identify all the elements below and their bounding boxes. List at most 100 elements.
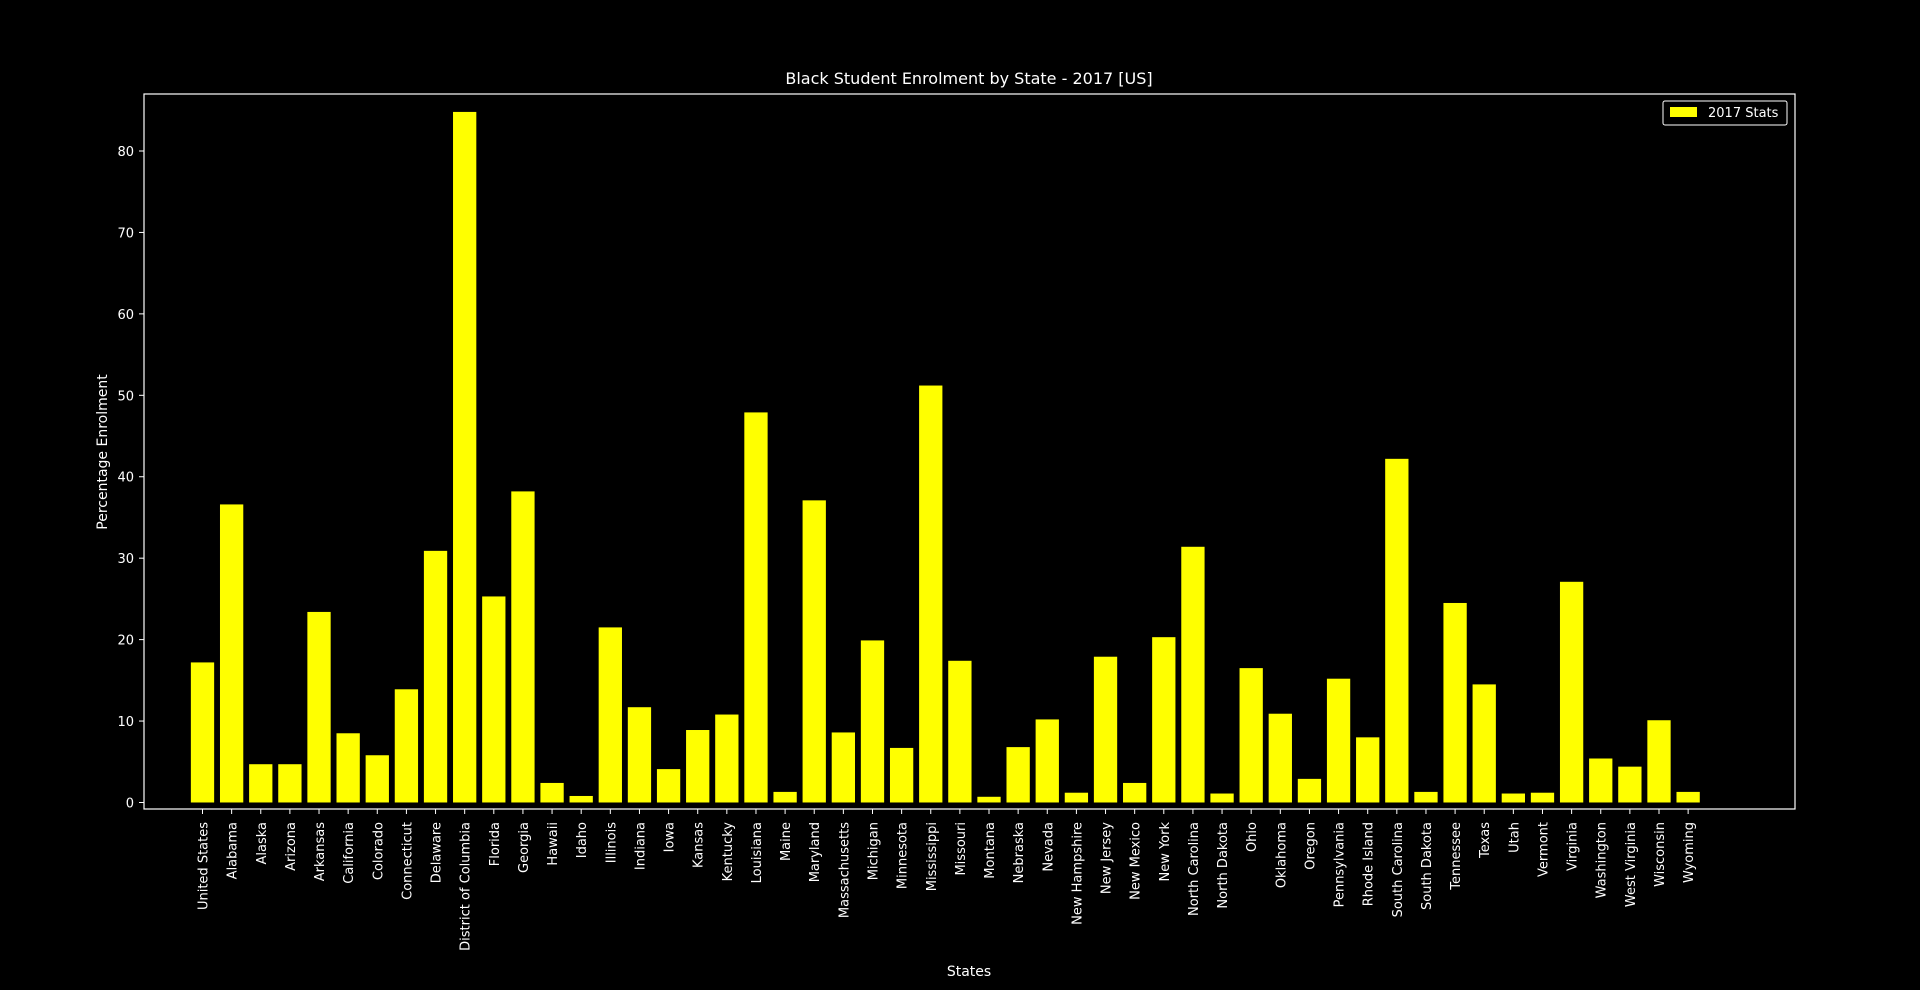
legend-label: 2017 Stats	[1708, 106, 1779, 121]
bar-oregon[interactable]	[1297, 778, 1322, 803]
bar-connecticut[interactable]	[394, 689, 419, 803]
bar-nevada[interactable]	[1035, 719, 1059, 803]
bar-oklahoma[interactable]	[1268, 713, 1292, 803]
bar-washington[interactable]	[1589, 758, 1613, 803]
bar-north-carolina[interactable]	[1181, 546, 1205, 803]
bar-wisconsin[interactable]	[1647, 720, 1671, 803]
x-tick-label: Arkansas	[313, 822, 328, 881]
x-tick-label: Montana	[983, 822, 998, 879]
bar-minnesota[interactable]	[889, 747, 914, 803]
x-tick-label: Washington	[1595, 822, 1610, 898]
bar-new-mexico[interactable]	[1123, 782, 1147, 803]
bar-arkansas[interactable]	[307, 611, 331, 803]
bar-arizona[interactable]	[278, 764, 302, 803]
bar-georgia[interactable]	[511, 491, 535, 803]
x-tick-label: Idaho	[575, 822, 590, 858]
x-tick-label: District of Columbia	[459, 822, 474, 951]
bar-missouri[interactable]	[948, 660, 972, 803]
bar-rhode-island[interactable]	[1356, 737, 1380, 803]
bar-massachusetts[interactable]	[831, 732, 856, 803]
bars-layer	[190, 111, 1700, 803]
x-tick-label: Maryland	[808, 822, 823, 882]
bar-alaska[interactable]	[249, 764, 273, 803]
x-tick-label: South Dakota	[1420, 822, 1435, 910]
bar-new-hampshire[interactable]	[1064, 792, 1089, 803]
bar-hawaii[interactable]	[540, 782, 564, 803]
x-axis: United States Alabama Alaska Arizona Arkansa…	[197, 809, 1697, 951]
bar-louisiana[interactable]	[744, 412, 768, 803]
y-tick-label: 40	[117, 471, 134, 486]
bar-district-of-columbia[interactable]	[453, 111, 477, 803]
bar-tennessee[interactable]	[1443, 602, 1467, 803]
bar-vermont[interactable]	[1530, 792, 1555, 803]
x-tick-label: Kansas	[692, 822, 707, 868]
bar-montana[interactable]	[977, 796, 1001, 803]
x-tick-label: Oklahoma	[1274, 822, 1289, 888]
x-tick-label: New Jersey	[1100, 822, 1115, 894]
x-tick-label: Indiana	[633, 822, 648, 870]
bar-illinois[interactable]	[598, 627, 622, 803]
x-tick-label: Delaware	[430, 822, 445, 883]
bar-utah[interactable]	[1501, 793, 1525, 803]
y-tick-label: 50	[117, 389, 134, 404]
y-tick-label: 20	[117, 634, 134, 649]
x-tick-label: Michigan	[866, 822, 881, 880]
x-tick-label: Colorado	[371, 822, 386, 880]
x-tick-label: Minnesota	[896, 822, 911, 889]
x-tick-label: Nevada	[1041, 822, 1056, 872]
bar-maryland[interactable]	[802, 500, 826, 803]
x-tick-label: Nebraska	[1012, 822, 1027, 883]
y-tick-label: 70	[117, 226, 134, 241]
x-tick-label: Ohio	[1245, 822, 1260, 852]
bar-south-carolina[interactable]	[1385, 458, 1409, 803]
x-tick-label: South Carolina	[1391, 822, 1406, 917]
bar-west-virginia[interactable]	[1618, 766, 1642, 803]
bar-michigan[interactable]	[860, 640, 885, 803]
bar-ohio[interactable]	[1239, 668, 1263, 803]
x-tick-label: Florida	[488, 822, 503, 866]
x-tick-label: Vermont	[1536, 822, 1551, 877]
bar-florida[interactable]	[482, 596, 506, 803]
bar-pennsylvania[interactable]	[1326, 678, 1351, 803]
x-tick-label: North Carolina	[1187, 822, 1202, 916]
x-tick-label: Connecticut	[400, 822, 415, 900]
bar-new-jersey[interactable]	[1093, 656, 1118, 803]
bar-delaware[interactable]	[423, 550, 448, 803]
bar-mississippi[interactable]	[919, 385, 943, 803]
x-tick-label: North Dakota	[1216, 822, 1231, 909]
x-tick-label: Kentucky	[721, 822, 736, 882]
bar-kentucky[interactable]	[715, 714, 739, 803]
x-tick-label: California	[342, 822, 357, 884]
x-tick-label: Rhode Island	[1362, 822, 1377, 906]
bar-united-states[interactable]	[190, 662, 215, 803]
bar-colorado[interactable]	[365, 755, 389, 803]
bar-new-york[interactable]	[1152, 637, 1176, 803]
x-tick-label: Maine	[779, 822, 794, 861]
bar-virginia[interactable]	[1559, 581, 1584, 803]
bar-california[interactable]	[336, 733, 360, 803]
x-tick-label: Oregon	[1303, 822, 1318, 870]
x-tick-label: New Mexico	[1129, 822, 1144, 900]
y-tick-label: 10	[117, 715, 134, 730]
y-axis-label: Percentage Enrolment	[95, 374, 111, 530]
bar-wyoming[interactable]	[1676, 791, 1700, 803]
bar-texas[interactable]	[1472, 684, 1496, 803]
bar-maine[interactable]	[773, 791, 797, 803]
x-tick-label: United States	[197, 822, 212, 910]
x-tick-label: Georgia	[517, 822, 532, 873]
x-tick-label: Alabama	[226, 822, 241, 879]
bar-north-dakota[interactable]	[1210, 793, 1234, 803]
legend[interactable]: 2017 Stats	[1662, 100, 1788, 126]
y-axis: 0 10 20 30 40 50 60 70 80	[117, 145, 144, 811]
bar-idaho[interactable]	[569, 795, 593, 803]
bar-kansas[interactable]	[686, 730, 710, 803]
bar-indiana[interactable]	[627, 707, 652, 803]
bar-south-dakota[interactable]	[1414, 791, 1438, 803]
bar-iowa[interactable]	[656, 769, 681, 803]
bar-nebraska[interactable]	[1006, 747, 1030, 803]
x-tick-label: New Hampshire	[1070, 822, 1085, 925]
bar-alabama[interactable]	[219, 504, 244, 803]
chart-title: Black Student Enrolment by State - 2017 …	[785, 69, 1152, 88]
